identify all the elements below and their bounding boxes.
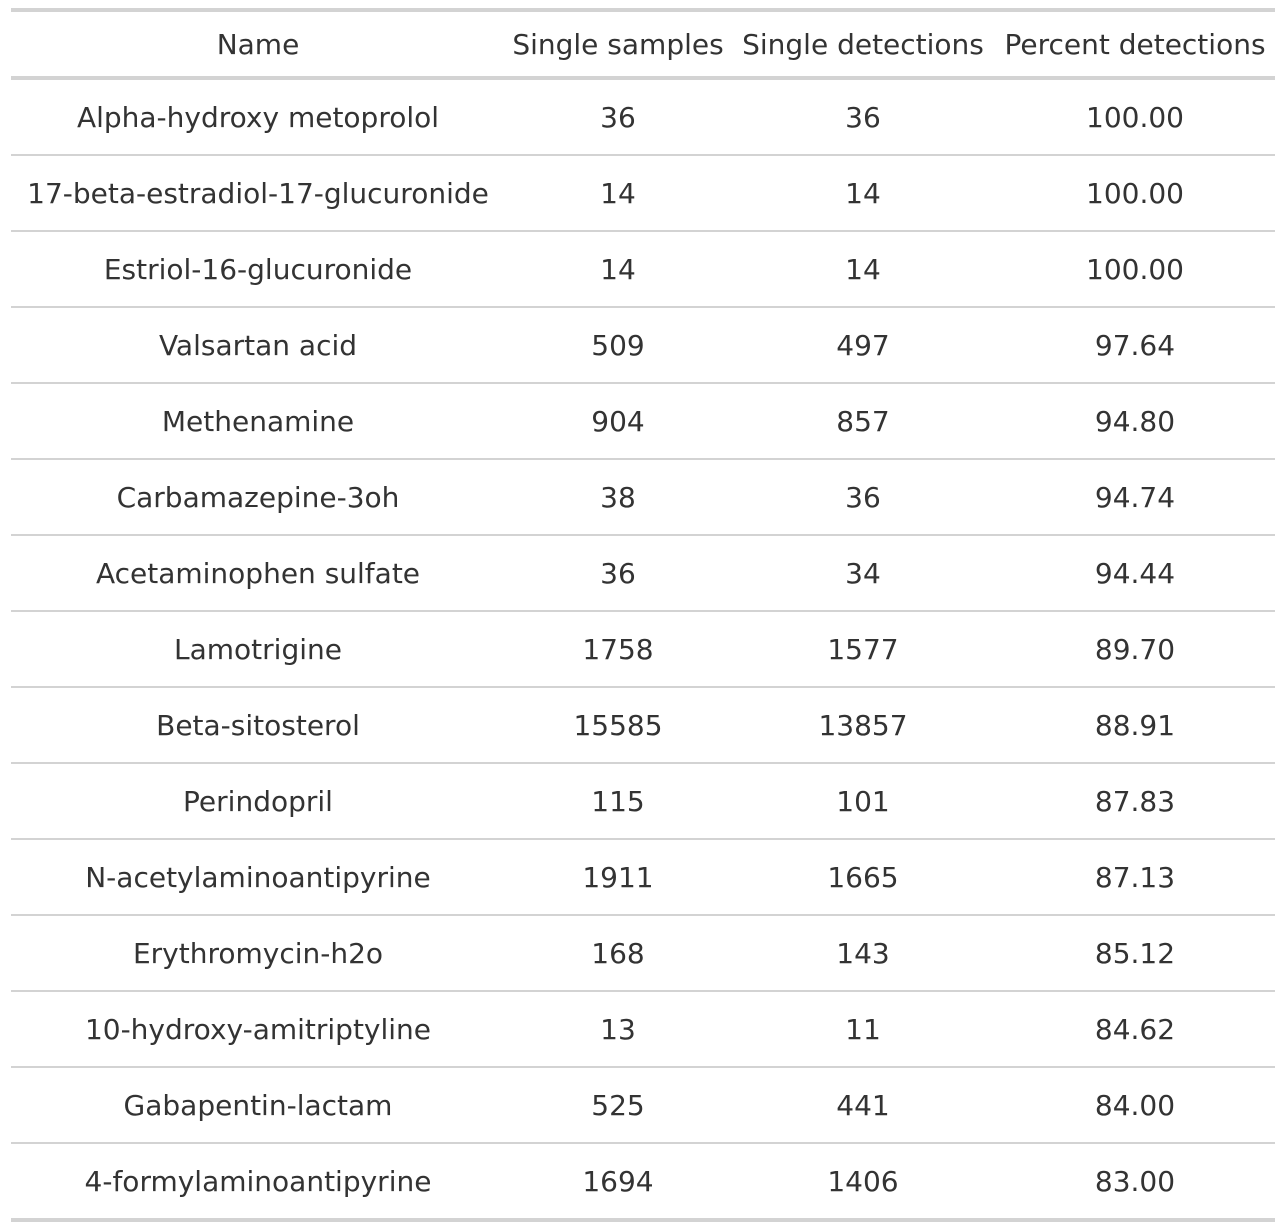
cell-percent-detections: 100.00 (995, 154, 1275, 231)
cell-single-samples: 36 (505, 534, 731, 611)
cell-single-detections: 11 (731, 990, 995, 1067)
cell-single-samples: 115 (505, 762, 731, 839)
cell-single-detections: 1665 (731, 838, 995, 915)
cell-single-detections: 1577 (731, 610, 995, 687)
cell-name: Erythromycin-h2o (11, 914, 505, 991)
cell-single-detections: 14 (731, 230, 995, 307)
table-row: Perindopril 115 101 87.83 (11, 762, 1275, 839)
cell-single-detections: 441 (731, 1066, 995, 1143)
cell-single-samples: 14 (505, 230, 731, 307)
table-row: 4-formylaminoantipyrine 1694 1406 83.00 (11, 1142, 1275, 1222)
cell-single-detections: 1406 (731, 1142, 995, 1222)
cell-name: 4-formylaminoantipyrine (11, 1142, 505, 1222)
cell-single-samples: 36 (600, 100, 636, 134)
cell-single-samples: 168 (505, 914, 731, 991)
cell-percent-detections: 84.62 (995, 990, 1275, 1067)
cell-name: Estriol-16-glucuronide (11, 230, 505, 307)
cell-single-detections: 36 (845, 100, 881, 134)
cell-name: Lamotrigine (11, 610, 505, 687)
cell-single-detections: 34 (731, 534, 995, 611)
table-row: Carbamazepine-3oh 38 36 94.74 (11, 458, 1275, 535)
cell-percent-detections: 94.80 (995, 382, 1275, 459)
cell-percent-detections: 100.00 (995, 230, 1275, 307)
cell-percent-detections: 100.00 (1086, 100, 1184, 134)
cell-single-samples: 509 (505, 306, 731, 383)
cell-percent-detections: 94.44 (995, 534, 1275, 611)
cell-single-detections: 36 (731, 458, 995, 535)
table-row: Gabapentin-lactam 525 441 84.00 (11, 1066, 1275, 1143)
cell-single-detections: 13857 (731, 686, 995, 763)
table-row: Acetaminophen sulfate 36 34 94.44 (11, 534, 1275, 611)
cell-percent-detections: 85.12 (995, 914, 1275, 991)
column-header-single-detections: Single detections (742, 27, 984, 61)
cell-name: Perindopril (11, 762, 505, 839)
cell-name: 17-beta-estradiol-17-glucuronide (11, 154, 505, 231)
cell-percent-detections: 87.83 (995, 762, 1275, 839)
cell-single-detections: 857 (731, 382, 995, 459)
table-body: Alpha-hydroxy metoprolol 36 36 100.00 17-bet… (11, 78, 1275, 1222)
cell-percent-detections: 97.64 (995, 306, 1275, 383)
cell-name: Valsartan acid (11, 306, 505, 383)
cell-single-samples: 14 (505, 154, 731, 231)
cell-percent-detections: 94.74 (995, 458, 1275, 535)
cell-single-samples: 38 (505, 458, 731, 535)
cell-name: Carbamazepine-3oh (11, 458, 505, 535)
cell-percent-detections: 89.70 (995, 610, 1275, 687)
cell-percent-detections: 88.91 (995, 686, 1275, 763)
cell-single-detections: 14 (731, 154, 995, 231)
table-row: Estriol-16-glucuronide 14 14 100.00 (11, 230, 1275, 307)
cell-single-samples: 1694 (505, 1142, 731, 1222)
cell-percent-detections: 87.13 (995, 838, 1275, 915)
cell-single-samples: 13 (505, 990, 731, 1067)
cell-single-detections: 101 (731, 762, 995, 839)
cell-single-samples: 15585 (505, 686, 731, 763)
cell-single-detections: 143 (731, 914, 995, 991)
cell-name: 10-hydroxy-amitriptyline (11, 990, 505, 1067)
table-row: 10-hydroxy-amitriptyline 13 11 84.62 (11, 990, 1275, 1067)
detections-table-container: Name Single samples Single detections Pe… (11, 8, 1275, 1222)
cell-single-samples: 904 (505, 382, 731, 459)
cell-percent-detections: 83.00 (995, 1142, 1275, 1222)
cell-single-samples: 1758 (505, 610, 731, 687)
table-row: Lamotrigine 1758 1577 89.70 (11, 610, 1275, 687)
column-header-percent-detections: Percent detections (1004, 27, 1266, 61)
column-header-name: Name (216, 27, 300, 61)
table-row: Erythromycin-h2o 168 143 85.12 (11, 914, 1275, 991)
cell-name: Beta-sitosterol (11, 686, 505, 763)
cell-name: Gabapentin-lactam (11, 1066, 505, 1143)
cell-single-detections: 497 (731, 306, 995, 383)
table-row: Beta-sitosterol 15585 13857 88.91 (11, 686, 1275, 763)
cell-name: Methenamine (11, 382, 505, 459)
table-header-row: Name Single samples Single detections Pe… (11, 10, 1275, 78)
table-row: Valsartan acid 509 497 97.64 (11, 306, 1275, 383)
table-row: 17-beta-estradiol-17-glucuronide 14 14 100.… (11, 154, 1275, 231)
cell-single-samples: 525 (505, 1066, 731, 1143)
table-row: Alpha-hydroxy metoprolol 36 36 100.00 (11, 78, 1275, 155)
cell-single-samples: 1911 (505, 838, 731, 915)
detections-table: Name Single samples Single detections Pe… (11, 8, 1275, 1222)
cell-name: Alpha-hydroxy metoprolol (76, 100, 440, 134)
cell-name: Acetaminophen sulfate (11, 534, 505, 611)
table-row: Methenamine 904 857 94.80 (11, 382, 1275, 459)
table-row: N-acetylaminoantipyrine 1911 1665 87.13 (11, 838, 1275, 915)
cell-percent-detections: 84.00 (995, 1066, 1275, 1143)
cell-name: N-acetylaminoantipyrine (11, 838, 505, 915)
column-header-single-samples: Single samples (512, 27, 724, 61)
